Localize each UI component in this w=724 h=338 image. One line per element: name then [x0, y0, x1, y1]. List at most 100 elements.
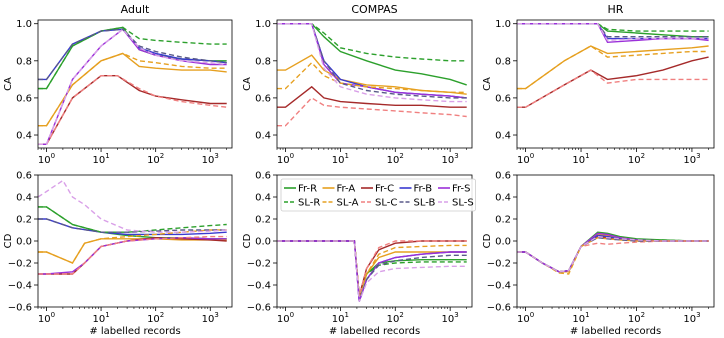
- y-tick-label: 0.6: [255, 93, 271, 104]
- x-tick-label: 100: [517, 152, 534, 166]
- series-line-fr-s: [277, 240, 467, 302]
- series-line-fr-c: [517, 235, 709, 273]
- y-tick-label: −0.6: [247, 303, 271, 314]
- axes-frame: [516, 19, 715, 149]
- x-tick-label: 102: [628, 152, 645, 166]
- series-line-sl-r: [38, 26, 227, 90]
- y-tick-label: 1.0: [255, 19, 271, 30]
- axes-frame: [276, 19, 473, 149]
- x-tick-label: 101: [572, 311, 589, 325]
- panel-compas-cd: 100 101 102 103 −0.6 −0.4 −0.2 0.0 0.2 0.4 0.6 CD # …: [242, 171, 473, 337]
- y-tick-label: −0.4: [487, 281, 511, 292]
- y-tick-label: 0.2: [495, 215, 511, 226]
- x-tick-label: 103: [683, 152, 700, 166]
- series-line-sl-s: [38, 179, 227, 233]
- legend: Fr-R Fr-A Fr-C Fr-B Fr-S SL-R SL-A SL-C SL-B SL-S: [280, 178, 476, 212]
- panel-title: COMPAS: [351, 3, 397, 16]
- y-tick-label: −0.6: [487, 303, 511, 314]
- series-line-fr-s: [38, 236, 227, 275]
- series-line-sl-a: [38, 52, 227, 127]
- series-line-fr-c: [38, 236, 227, 275]
- x-axis-label: # labelled records: [570, 326, 661, 337]
- y-tick-label: 0.0: [16, 237, 32, 248]
- axes-frame: [37, 19, 233, 149]
- y-tick-label: 0.4: [495, 131, 511, 142]
- series-line-fr-r: [277, 240, 467, 297]
- series-line-sl-s: [277, 23, 467, 103]
- legend-frame: [280, 178, 476, 212]
- series-line-sl-b: [277, 23, 467, 99]
- x-axis-label: # labelled records: [329, 326, 420, 337]
- y-tick-label: 0.6: [16, 93, 32, 104]
- series-line-sl-c: [38, 235, 227, 275]
- x-tick-label: 102: [387, 152, 404, 166]
- y-tick-label: 0.4: [16, 131, 32, 142]
- legend-label-sl-b: SL-B: [414, 198, 436, 209]
- series-line-sl-s: [277, 240, 467, 302]
- legend-label-fr-b: Fr-B: [414, 184, 433, 195]
- series-line-sl-c: [517, 240, 709, 273]
- y-tick-label: 0.6: [495, 93, 511, 104]
- legend-label-fr-c: Fr-C: [375, 184, 394, 195]
- series-line-sl-r: [277, 23, 467, 62]
- y-tick-label: 0.2: [16, 215, 32, 226]
- y-axis-label: CD: [482, 233, 493, 248]
- x-tick-label: 103: [683, 311, 700, 325]
- x-tick-label: 103: [202, 152, 219, 166]
- legend-label-sl-a: SL-A: [337, 198, 359, 209]
- series-line-fr-a: [38, 238, 227, 264]
- x-tick-label: 100: [38, 311, 55, 325]
- series-line-sl-c: [277, 97, 467, 127]
- y-tick-label: 1.0: [495, 19, 511, 30]
- x-tick-label: 100: [38, 152, 55, 166]
- series-line-sl-a: [277, 61, 467, 94]
- series-line-sl-c: [517, 69, 709, 108]
- series-line-sl-r: [517, 23, 709, 32]
- legend-label-fr-a: Fr-A: [337, 184, 356, 195]
- y-tick-label: 0.4: [495, 193, 511, 204]
- x-tick-label: 101: [92, 152, 109, 166]
- y-tick-label: −0.4: [247, 281, 271, 292]
- y-tick-label: −0.2: [8, 259, 32, 270]
- y-tick-label: 0.8: [495, 56, 511, 67]
- x-tick-label: 102: [387, 311, 404, 325]
- y-tick-label: 0.4: [255, 131, 271, 142]
- y-tick-label: −0.2: [247, 259, 271, 270]
- y-tick-label: −0.2: [487, 259, 511, 270]
- x-tick-label: 102: [628, 311, 645, 325]
- x-tick-label: 103: [202, 311, 219, 325]
- panel-title: HR: [608, 3, 624, 16]
- series-line-sl-a: [38, 229, 227, 264]
- legend-label-fr-s: Fr-S: [452, 184, 470, 195]
- y-tick-label: 0.8: [255, 56, 271, 67]
- x-axis-label: # labelled records: [89, 326, 180, 337]
- y-tick-label: −0.6: [8, 303, 32, 314]
- y-tick-label: 0.0: [495, 237, 511, 248]
- x-tick-label: 103: [442, 311, 459, 325]
- y-tick-label: 0.6: [495, 171, 511, 182]
- x-tick-label: 101: [572, 152, 589, 166]
- x-tick-label: 100: [277, 311, 294, 325]
- series-line-fr-s: [38, 28, 227, 146]
- y-tick-label: 0.4: [255, 193, 271, 204]
- series-line-sl-b: [38, 28, 227, 81]
- x-tick-label: 101: [332, 152, 349, 166]
- x-tick-label: 102: [147, 152, 164, 166]
- y-tick-label: 0.4: [16, 193, 32, 204]
- y-axis-label: CA: [482, 77, 493, 91]
- legend-label-sl-r: SL-R: [298, 198, 320, 209]
- series-line-fr-r: [38, 26, 227, 90]
- panel-hr-ca: 100 101 102 103 0.4 0.6 0.8 1.0 CA HR: [482, 3, 715, 166]
- x-tick-label: 103: [442, 152, 459, 166]
- y-tick-label: 0.0: [255, 237, 271, 248]
- panel-adult-cd: 100 101 102 103 −0.6 −0.4 −0.2 0.0 0.2 0.4 0.6 CD # …: [3, 171, 233, 337]
- legend-label-sl-s: SL-S: [452, 198, 474, 209]
- series-line-sl-s: [517, 235, 709, 273]
- y-tick-label: 0.6: [255, 171, 271, 182]
- x-tick-label: 101: [92, 311, 109, 325]
- panel-compas-ca: 100 101 102 103 0.4 0.6 0.8 1.0 CA COMPAS: [242, 3, 473, 166]
- x-tick-label: 100: [517, 311, 534, 325]
- y-tick-label: 1.0: [16, 19, 32, 30]
- y-axis-label: CD: [242, 233, 253, 248]
